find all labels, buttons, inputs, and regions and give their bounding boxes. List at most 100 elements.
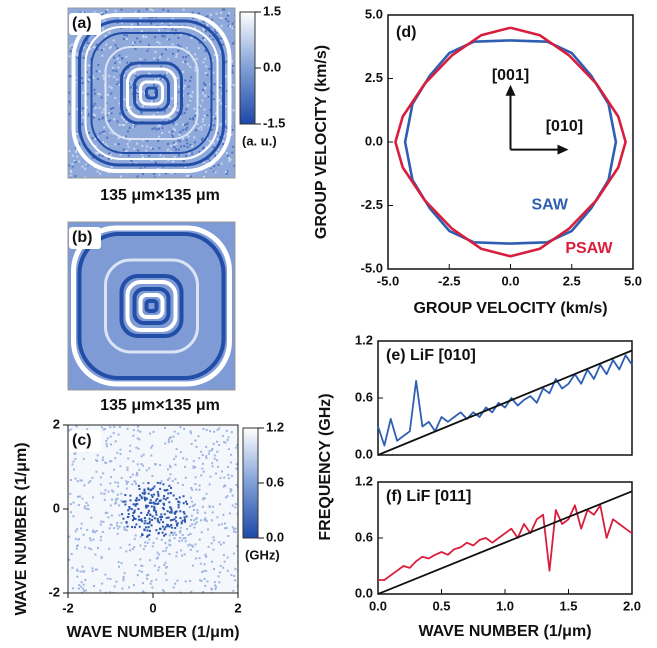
noise (189, 524, 192, 527)
noise (175, 520, 178, 523)
noise (86, 38, 89, 41)
noise (135, 446, 138, 449)
noise (187, 174, 190, 177)
noise (76, 138, 79, 141)
noise (169, 436, 172, 439)
noise (182, 160, 185, 163)
noise (132, 429, 135, 432)
noise (184, 79, 187, 82)
noise (218, 443, 221, 446)
noise (158, 56, 161, 59)
noise (219, 16, 222, 19)
noise (94, 145, 97, 148)
noise (219, 86, 222, 89)
noise (150, 505, 153, 508)
noise (164, 533, 167, 536)
noise (135, 101, 138, 104)
noise (102, 520, 105, 523)
noise (171, 526, 174, 529)
noise (228, 159, 231, 162)
noise (219, 503, 222, 506)
noise (141, 492, 144, 495)
noise (164, 561, 167, 564)
noise (192, 465, 195, 468)
noise (217, 465, 220, 468)
noise (94, 553, 97, 556)
noise (198, 41, 201, 44)
noise (158, 553, 161, 556)
noise (107, 516, 110, 519)
noise (126, 525, 129, 528)
noise (82, 46, 85, 49)
noise (183, 112, 186, 115)
noise (181, 483, 184, 486)
noise (174, 516, 177, 519)
noise (84, 546, 87, 549)
noise (117, 137, 120, 140)
noise (162, 508, 165, 511)
x-tick-label: 2.5 (563, 273, 581, 288)
noise (186, 122, 189, 125)
noise (170, 486, 173, 489)
noise (92, 116, 95, 119)
noise (71, 587, 74, 590)
noise (95, 459, 98, 462)
noise (210, 542, 213, 545)
noise (142, 453, 145, 456)
noise (175, 123, 178, 126)
noise (174, 463, 177, 466)
noise (153, 57, 156, 60)
noise (153, 564, 156, 567)
noise (177, 44, 180, 47)
noise (189, 580, 192, 583)
noise (80, 585, 83, 588)
noise (87, 80, 90, 83)
noise (125, 55, 128, 58)
noise (126, 75, 129, 78)
noise (140, 511, 143, 514)
y-tick-label: -2.5 (361, 197, 383, 212)
noise (117, 143, 120, 146)
noise (76, 568, 79, 571)
noise (179, 115, 182, 118)
noise (154, 161, 157, 164)
noise (200, 579, 203, 582)
ring (84, 26, 219, 160)
noise (222, 143, 225, 146)
noise (193, 503, 196, 506)
noise (130, 160, 133, 163)
noise (101, 54, 104, 57)
noise (82, 116, 85, 119)
noise (104, 428, 107, 431)
noise (106, 437, 109, 440)
noise (103, 131, 106, 134)
noise (202, 28, 205, 31)
noise (155, 511, 158, 514)
noise (77, 587, 80, 590)
noise (174, 29, 177, 32)
noise (134, 504, 137, 507)
noise (196, 509, 199, 512)
noise (145, 149, 148, 152)
noise (82, 533, 85, 536)
noise (129, 499, 132, 502)
noise (148, 154, 151, 157)
noise (100, 555, 103, 558)
noise (77, 504, 80, 507)
noise (144, 499, 147, 502)
noise (170, 511, 173, 514)
noise (169, 519, 172, 522)
noise (200, 450, 203, 453)
noise (149, 8, 152, 11)
noise (147, 573, 150, 576)
noise (147, 94, 150, 97)
noise (147, 504, 150, 507)
noise (93, 102, 96, 105)
noise (159, 76, 162, 79)
noise (233, 575, 236, 578)
noise (150, 524, 153, 527)
noise (181, 554, 184, 557)
ring (77, 232, 226, 380)
noise (157, 29, 160, 32)
noise (98, 118, 101, 121)
